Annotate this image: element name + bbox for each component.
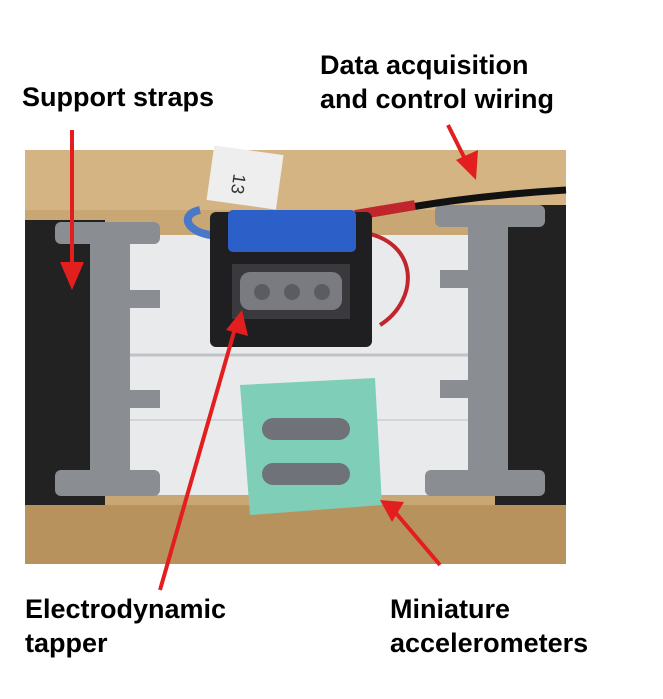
label-electrodynamic-tapper: Electrodynamic tapper [25, 594, 227, 658]
arrowhead-miniature-accelerometers [380, 500, 404, 522]
paper-tag: 13 [206, 145, 284, 210]
label-support-straps: Support straps [22, 82, 215, 112]
arrowhead-data-acquisition [456, 150, 478, 180]
wood-grain [25, 150, 566, 210]
accelerometer-block [240, 378, 382, 515]
arrow-electrodynamic-tapper [158, 324, 238, 591]
arrowhead-support-straps [60, 262, 84, 290]
label-data-acquisition: Data acquisition and control wiring [320, 50, 554, 114]
annotation-arrows [60, 124, 478, 591]
right-bracket [425, 205, 545, 496]
wood-edge [25, 505, 566, 564]
arrow-miniature-accelerometers [393, 510, 442, 567]
red-wire [359, 230, 410, 327]
label-miniature-accelerometers: Miniature accelerometers [390, 594, 589, 658]
arrowhead-electrodynamic-tapper [226, 310, 248, 336]
electrodynamic-tapper-device [210, 210, 372, 347]
svg-text:13: 13 [227, 173, 250, 196]
left-bracket [55, 222, 160, 496]
